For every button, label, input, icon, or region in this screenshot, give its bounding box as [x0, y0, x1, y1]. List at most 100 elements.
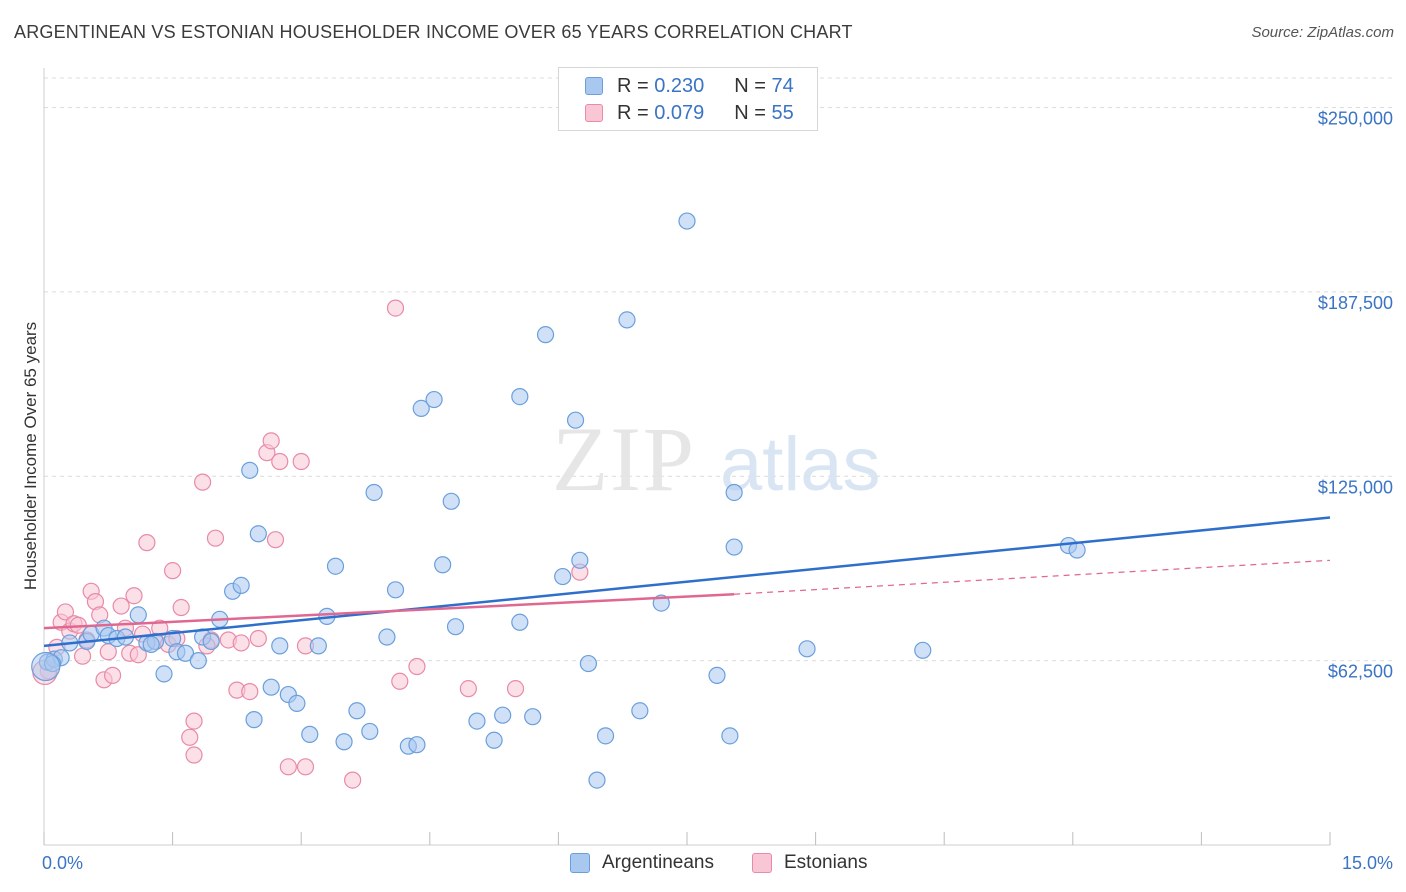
- estonians-point: [103, 666, 122, 684]
- bottom-legend: Argentineans Estonians: [0, 852, 1406, 878]
- estonians-point: [129, 646, 147, 664]
- argentineans-point: [596, 727, 615, 745]
- argentineans-point: [408, 736, 426, 754]
- argentineans-point: [142, 635, 160, 654]
- argentineans-point: [31, 651, 61, 682]
- grid-lines: [44, 77, 1395, 662]
- estonians-point: [232, 634, 250, 652]
- argentineans-point: [129, 606, 147, 624]
- argentineans-point: [485, 731, 503, 749]
- legend-r-label: R =: [617, 101, 649, 124]
- argentineans-point: [249, 525, 267, 543]
- estonians-point: [279, 758, 297, 776]
- y-tick-label: $62,500: [1328, 662, 1393, 682]
- legend-box: R = 0.230 N = 74 R = 0.079 N = 55: [558, 67, 818, 131]
- argentineans-point: [361, 722, 379, 741]
- estonians-point: [344, 771, 362, 789]
- argentineans-point: [425, 390, 443, 409]
- legend-swatch-estonians: [585, 104, 603, 122]
- argentineans-point: [442, 492, 460, 510]
- watermark-atlas: atlas: [720, 422, 881, 507]
- argentineans-point: [155, 665, 173, 683]
- argentineans-point: [725, 483, 743, 502]
- legend-row-argentineans: R = 0.230 N = 74: [585, 74, 794, 98]
- y-axis-label: Householder Income Over 65 years: [21, 322, 40, 590]
- argentineans-point: [232, 576, 250, 595]
- argentineans-points: [31, 212, 1086, 789]
- estonians-point: [266, 531, 285, 549]
- legend-r-value: 0.079: [654, 101, 705, 124]
- axes: [43, 68, 1331, 846]
- legend-r-label: R =: [617, 74, 649, 97]
- estonians-point: [181, 728, 199, 746]
- argentineans-point: [798, 640, 816, 658]
- argentineans-point: [412, 399, 430, 417]
- argentineans-point: [288, 694, 306, 713]
- argentineans-point: [446, 618, 465, 636]
- argentineans-trend-line: [43, 516, 1331, 648]
- x-tick-label: 0.0%: [42, 853, 83, 873]
- legend-n-label: N =: [734, 101, 766, 124]
- estonians-point: [112, 597, 130, 615]
- x-tick-label: 15.0%: [1342, 853, 1393, 873]
- argentineans-point: [202, 632, 220, 651]
- argentineans-point: [271, 637, 289, 655]
- argentineans-point: [554, 567, 572, 586]
- argentineans-point: [678, 212, 696, 230]
- bottom-legend-label: Argentineans: [602, 852, 714, 873]
- argentineans-point: [348, 702, 366, 720]
- argentineans-point: [434, 556, 452, 574]
- estonians-trend-extension: [734, 559, 1331, 595]
- argentineans-point: [386, 581, 405, 599]
- trend-lines: [43, 516, 1331, 648]
- argentineans-point: [524, 708, 542, 726]
- argentineans-point: [241, 461, 259, 479]
- argentineans-point: [468, 712, 486, 730]
- estonians-point: [206, 529, 225, 547]
- bottom-legend-swatch-estonians: [752, 853, 772, 873]
- argentineans-point: [571, 551, 589, 569]
- argentineans-point: [721, 727, 739, 745]
- argentineans-point: [511, 613, 529, 631]
- argentineans-point: [365, 483, 383, 502]
- argentineans-point: [588, 771, 606, 789]
- estonians-trend-line: [43, 593, 735, 630]
- estonians-point: [172, 598, 190, 617]
- estonians-point: [262, 432, 280, 450]
- bottom-legend-estonians[interactable]: Estonians: [752, 852, 867, 874]
- legend-n-value: 74: [771, 74, 794, 97]
- argentineans-point: [579, 654, 598, 673]
- argentineans-point: [335, 733, 353, 751]
- y-tick-label: $250,000: [1318, 109, 1393, 129]
- estonians-point: [271, 452, 289, 471]
- argentineans-point: [309, 637, 327, 655]
- chart-title: ARGENTINEAN VS ESTONIAN HOUSEHOLDER INCO…: [14, 22, 853, 42]
- argentineans-point: [631, 702, 649, 720]
- estonians-point: [506, 680, 525, 698]
- bottom-legend-argentineans[interactable]: Argentineans: [570, 852, 714, 874]
- argentineans-point: [189, 652, 207, 670]
- argentineans-point: [378, 628, 396, 646]
- argentineans-point: [914, 641, 932, 659]
- estonians-point: [391, 672, 409, 690]
- y-tick-label: $187,500: [1318, 293, 1393, 313]
- argentineans-point: [708, 666, 726, 684]
- legend-row-estonians: R = 0.079 N = 55: [585, 101, 794, 125]
- watermark: ZIP atlas: [552, 408, 881, 510]
- bottom-legend-swatch-argentineans: [570, 853, 590, 873]
- argentineans-point: [176, 644, 195, 662]
- argentineans-point: [301, 725, 319, 743]
- argentineans-point: [566, 411, 585, 429]
- argentineans-point: [725, 538, 743, 556]
- tick-labels: $62,500 $125,000 $187,500 $250,000 0.0% 15.0%: [42, 109, 1393, 874]
- legend-n-label: N =: [734, 74, 766, 97]
- estonians-point: [164, 562, 182, 580]
- estonians-point: [194, 473, 212, 491]
- estonians-point: [185, 746, 203, 764]
- estonians-point: [56, 603, 75, 621]
- estonians-point: [292, 452, 310, 471]
- argentineans-point: [326, 557, 345, 575]
- legend-r-value: 0.230: [654, 74, 705, 97]
- estonians-point: [249, 629, 267, 648]
